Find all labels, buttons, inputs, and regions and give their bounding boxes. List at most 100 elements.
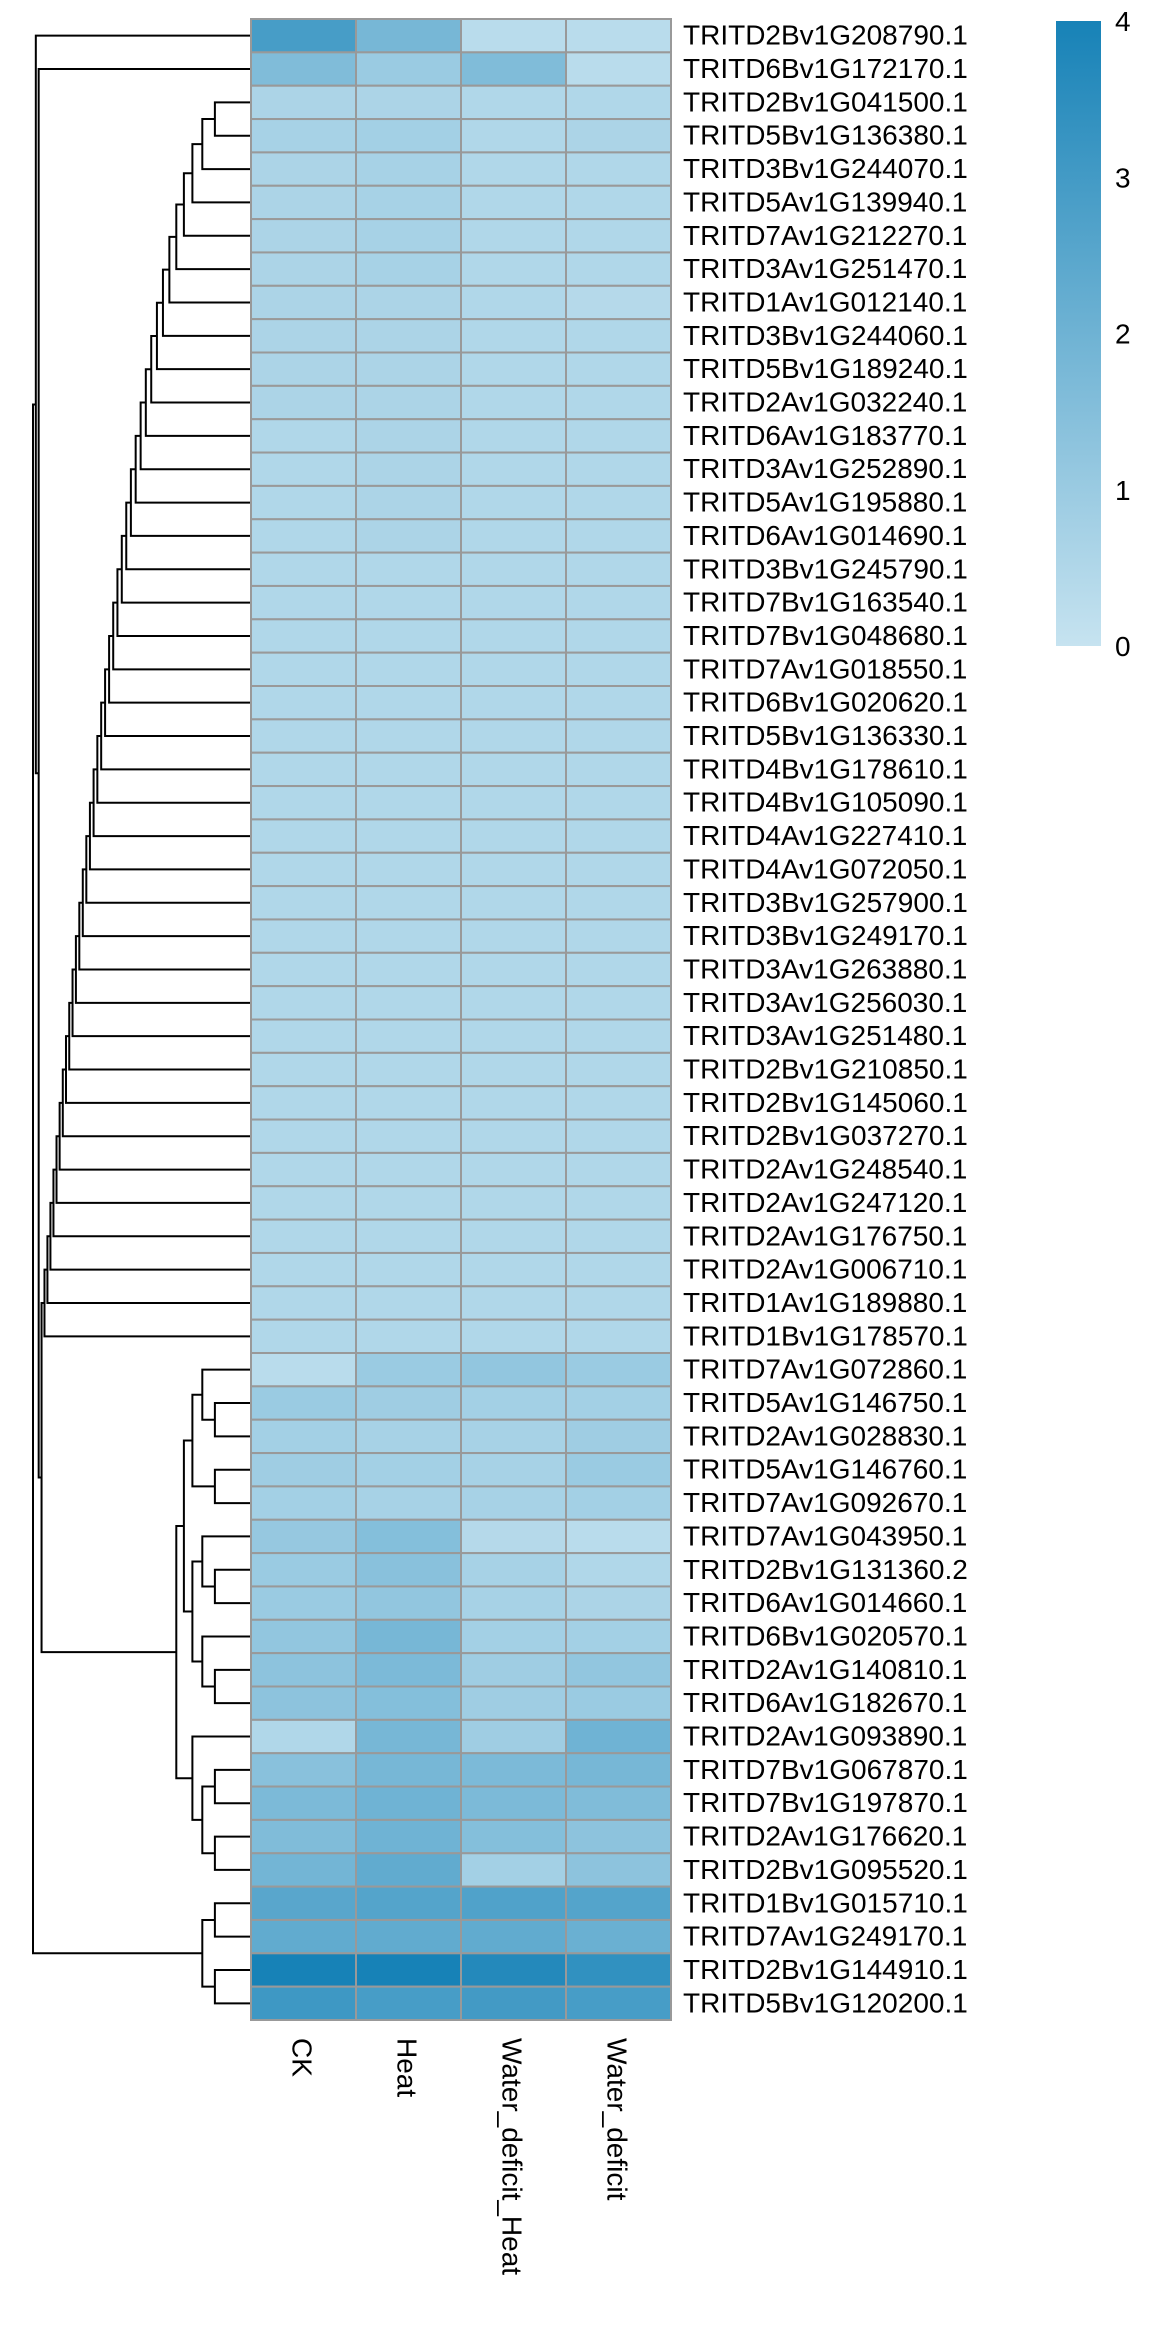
column-labels: CK Heat Water_deficit_Heat Water_deficit	[287, 2038, 633, 2275]
row-label: TRITD3Bv1G244070.1	[683, 153, 968, 184]
color-legend: 0 1 2 3 4	[1056, 6, 1131, 662]
heatmap-cell	[460, 818, 567, 854]
heatmap-cell	[250, 1618, 357, 1655]
heatmap-cell	[565, 1218, 672, 1254]
heatmap-cell	[565, 1885, 672, 1921]
row-label: TRITD2Av1G032240.1	[683, 387, 967, 418]
heatmap-cell	[565, 1352, 672, 1388]
dendrogram-link	[175, 1525, 193, 1780]
row-label: TRITD5Bv1G136380.1	[683, 120, 968, 151]
heatmap-cell	[565, 251, 672, 287]
heatmap-cell	[250, 1685, 357, 1721]
heatmap-cell	[565, 751, 672, 788]
heatmap-cell	[460, 1552, 567, 1588]
row-label: TRITD2Av1G140810.1	[683, 1654, 967, 1685]
row-label: TRITD7Av1G018550.1	[683, 653, 967, 684]
heatmap-cell	[250, 618, 357, 654]
heatmap-cell	[355, 1318, 462, 1355]
heatmap-cell	[355, 151, 462, 187]
row-label: TRITD2Av1G247120.1	[683, 1187, 967, 1218]
heatmap-cell	[460, 184, 567, 221]
heatmap-cell	[250, 1552, 357, 1588]
heatmap-cell	[355, 1585, 462, 1621]
row-label: TRITD2Bv1G095520.1	[683, 1854, 968, 1885]
heatmap-cell	[355, 1552, 462, 1588]
heatmap-cell	[355, 1952, 462, 1988]
dendrogram-link	[34, 34, 250, 775]
row-label: TRITD5Av1G146750.1	[683, 1387, 967, 1418]
row-label: TRITD7Bv1G067870.1	[683, 1754, 968, 1785]
dendrogram-link	[213, 1468, 250, 1505]
heatmap-cell	[565, 51, 672, 87]
heatmap-cell	[460, 384, 567, 421]
row-label: TRITD2Bv1G208790.1	[683, 20, 968, 51]
heatmap-cell	[460, 1118, 567, 1154]
row-label: TRITD7Bv1G163540.1	[683, 587, 968, 618]
dendrogram-link	[150, 334, 250, 404]
row-label: TRITD6Av1G182670.1	[683, 1687, 967, 1718]
heatmap-cell	[250, 384, 357, 421]
dendrogram-link	[182, 172, 250, 237]
dendrogram-link	[134, 434, 250, 504]
heatmap-cell	[460, 1752, 567, 1788]
heatmap-cell	[565, 1251, 672, 1288]
row-label: TRITD2Av1G006710.1	[683, 1254, 967, 1285]
heatmap-cell	[250, 1151, 357, 1188]
heatmap-cell	[565, 584, 672, 621]
heatmap-cell	[460, 1251, 567, 1288]
heatmap-cell	[250, 518, 357, 554]
heatmap-cell	[250, 318, 357, 354]
row-label: TRITD3Av1G251480.1	[683, 1020, 967, 1051]
heatmap-cell	[250, 751, 357, 788]
heatmap-cell	[250, 218, 357, 254]
row-label: TRITD1Bv1G015710.1	[683, 1887, 968, 1918]
row-label: TRITD2Bv1G131360.2	[683, 1554, 968, 1585]
heatmap-cell	[355, 1985, 462, 2022]
row-label: TRITD2Bv1G041500.1	[683, 86, 968, 117]
heatmap-cell	[460, 1418, 567, 1455]
heatmap-cell	[250, 418, 357, 454]
heatmap-cell	[460, 1218, 567, 1254]
heatmap-cell	[250, 1885, 357, 1921]
heatmap-cell	[250, 351, 357, 387]
heatmap-cell	[355, 985, 462, 1021]
dendrogram-link	[104, 668, 250, 738]
dendrogram-link	[55, 1135, 250, 1204]
heatmap-cell	[565, 284, 672, 321]
heatmap-cell	[565, 1118, 672, 1154]
row-label: TRITD5Av1G195880.1	[683, 487, 967, 518]
heatmap-cell	[250, 1518, 357, 1555]
heatmap-cell	[565, 384, 672, 421]
heatmap-cell	[355, 718, 462, 754]
heatmap-cell	[565, 818, 672, 854]
heatmap-cell	[250, 1985, 357, 2022]
heatmap-cell	[250, 1485, 357, 1521]
heatmap-cell	[565, 551, 672, 587]
heatmap-cell	[250, 1585, 357, 1621]
dendrogram-link	[213, 101, 250, 137]
heatmap-cell	[565, 1518, 672, 1555]
column-label: Water_deficit	[602, 2038, 633, 2201]
row-label: TRITD5Bv1G189240.1	[683, 353, 968, 384]
heatmap-cell	[565, 651, 672, 688]
heatmap-cell	[565, 184, 672, 221]
row-label: TRITD7Av1G249170.1	[683, 1921, 967, 1952]
heatmap-cell	[355, 51, 462, 87]
heatmap-cell	[460, 18, 567, 54]
row-label: TRITD6Av1G014660.1	[683, 1587, 967, 1618]
row-label: TRITD2Bv1G144910.1	[683, 1954, 968, 1985]
heatmap-cell	[355, 1018, 462, 1054]
heatmap-cell	[250, 284, 357, 321]
heatmap-cell	[250, 785, 357, 821]
heatmap-cell	[460, 1085, 567, 1121]
heatmap-cell	[565, 1285, 672, 1321]
row-label: TRITD3Av1G256030.1	[683, 987, 967, 1018]
row-label: TRITD6Av1G183770.1	[683, 420, 967, 451]
dendrogram-link	[182, 1439, 193, 1613]
dendrogram-link	[213, 1902, 250, 1938]
heatmap-cell	[460, 551, 567, 587]
heatmap-cell	[460, 318, 567, 354]
heatmap-cell	[355, 851, 462, 888]
dendrogram-link	[112, 601, 250, 671]
heatmap-cell	[355, 651, 462, 688]
